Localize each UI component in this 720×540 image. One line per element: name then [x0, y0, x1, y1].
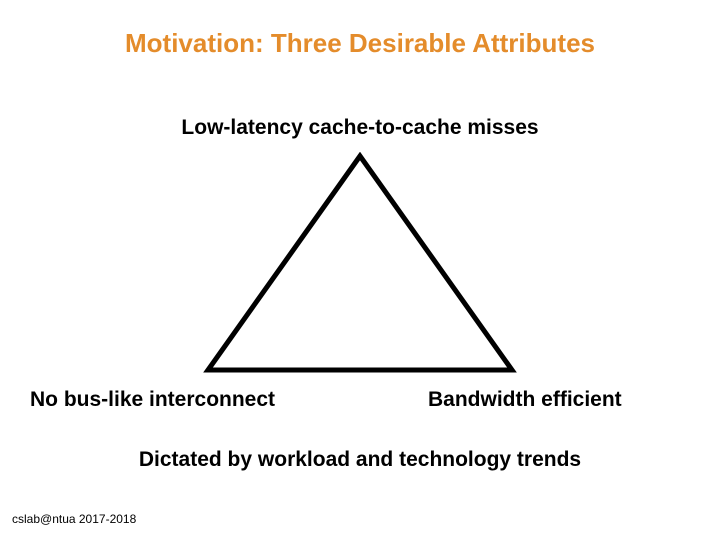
vertex-label-right: Bandwidth efficient [428, 388, 622, 412]
slide-footer: cslab@ntua 2017-2018 [12, 512, 136, 526]
vertex-label-left: No bus-like interconnect [30, 388, 275, 412]
triangle-shape [208, 156, 512, 370]
triangle-diagram [200, 152, 520, 376]
slide-title: Motivation: Three Desirable Attributes [0, 28, 720, 59]
vertex-label-top: Low-latency cache-to-cache misses [0, 116, 720, 140]
triangle-svg [200, 152, 520, 376]
slide-caption: Dictated by workload and technology tren… [0, 448, 720, 472]
slide: Motivation: Three Desirable Attributes L… [0, 0, 720, 540]
